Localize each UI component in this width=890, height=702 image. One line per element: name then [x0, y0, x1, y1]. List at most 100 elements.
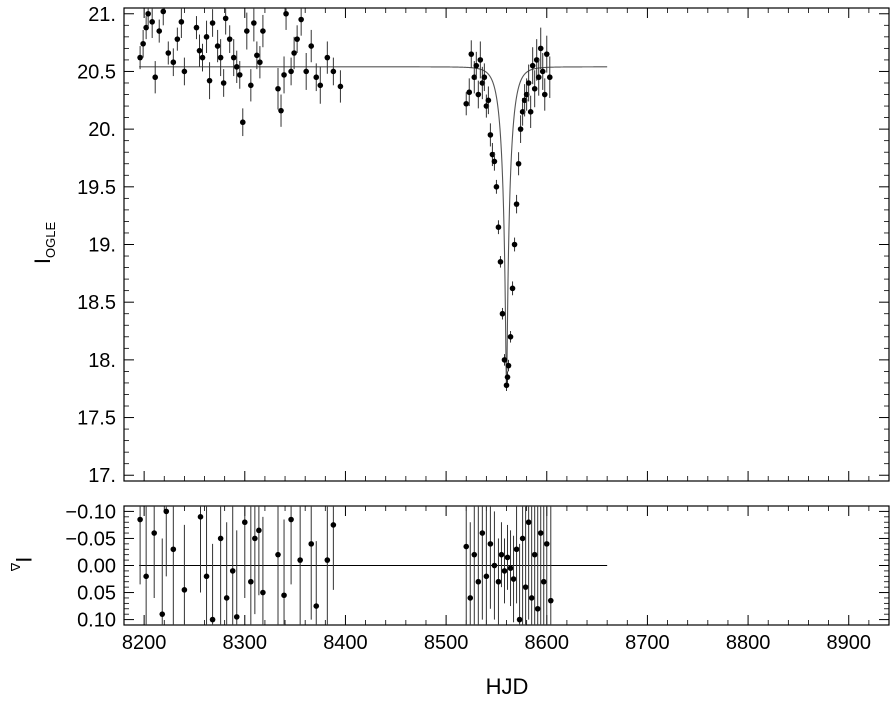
bottom-ylabel-main: I: [11, 557, 36, 563]
top-data-point: [511, 241, 518, 248]
top-data-point: [463, 100, 470, 107]
top-data-point: [220, 80, 227, 86]
top-ylabel-sub: OGLE: [43, 222, 58, 258]
top-ytick-label: 18.: [88, 350, 116, 372]
top-plot-frame: [123, 7, 890, 482]
bottom-ytick-label: 0.05: [77, 583, 116, 605]
bottom-data-point: [467, 595, 474, 601]
top-data-point: [481, 74, 488, 81]
top-data-point: [244, 28, 250, 34]
bottom-data-point: [275, 551, 281, 558]
residuals-panel: 0.10 0.05 0.00 −0.05 −0.10 8200 8300 8400 8500 86…: [65, 501, 890, 654]
bottom-data-point: [241, 519, 248, 526]
top-data-point: [288, 68, 294, 75]
top-data-point: [257, 59, 263, 66]
top-data-point: [473, 62, 480, 69]
top-data-point: [313, 74, 320, 81]
top-data-point: [535, 74, 542, 81]
top-data-point: [477, 57, 484, 63]
top-data-point: [209, 20, 216, 26]
top-data-point: [214, 43, 221, 49]
top-plot-area: [137, 8, 608, 392]
top-ytick-label: 17.5: [77, 408, 116, 430]
top-data-point: [165, 50, 172, 56]
top-data-point: [181, 68, 188, 75]
top-data-point: [466, 89, 473, 96]
bottom-data-point: [491, 562, 498, 569]
top-data-point: [203, 34, 210, 40]
xtick-label: 8400: [323, 632, 368, 654]
bottom-data-point: [313, 603, 320, 609]
top-data-point: [248, 82, 254, 89]
top-data-point: [509, 285, 516, 292]
top-data-point: [303, 68, 309, 75]
top-ytick-label: 20.: [88, 119, 116, 141]
bottom-data-point: [256, 527, 262, 534]
bottom-data-point: [471, 551, 478, 558]
top-data-point: [330, 68, 337, 75]
bottom-ylabel: IΔ: [8, 557, 36, 572]
top-data-point: [149, 19, 155, 25]
top-data-point: [468, 51, 475, 57]
bottom-ytick-label: −0.05: [65, 528, 116, 550]
bottom-data-point: [495, 578, 502, 585]
bottom-data-point: [522, 584, 529, 590]
top-data-point: [493, 184, 500, 190]
bottom-data-point: [501, 568, 508, 574]
top-data-point: [491, 158, 498, 165]
top-data-point: [170, 59, 177, 66]
bottom-data-point: [137, 516, 143, 523]
bottom-data-point: [143, 573, 149, 580]
model-curve: [139, 66, 608, 389]
top-data-point: [501, 357, 508, 363]
bottom-data-point: [504, 554, 511, 561]
top-ytick-label: 19.: [88, 235, 116, 257]
top-data-point: [513, 201, 520, 207]
bottom-plot-area: [137, 506, 608, 625]
top-data-point: [324, 54, 331, 61]
bottom-data-point: [297, 557, 303, 563]
top-data-point: [497, 259, 504, 265]
bottom-data-point: [248, 578, 254, 585]
magnitude-panel: 17. 17.5 18. 18.5 19. 19.5 20. 20.5 21.: [77, 4, 890, 487]
bottom-data-point: [513, 546, 520, 553]
top-data-point: [178, 19, 185, 25]
bottom-data-point: [516, 616, 523, 623]
bottom-data-point: [229, 568, 236, 574]
top-data-point: [174, 36, 181, 42]
bottom-data-point: [163, 508, 170, 515]
bottom-data-point: [281, 592, 287, 599]
top-data-point: [156, 28, 163, 34]
bottom-data-point: [217, 535, 224, 542]
top-data-point: [199, 54, 206, 61]
top-data-point: [251, 20, 257, 26]
top-ytick-label: 18.5: [77, 292, 116, 314]
bottom-data-point: [233, 614, 240, 620]
top-data-point: [160, 8, 167, 15]
top-data-point: [503, 382, 510, 389]
top-data-point: [489, 151, 496, 158]
bottom-data-point: [181, 587, 188, 593]
top-data-point: [531, 85, 538, 92]
top-data-point: [543, 51, 550, 57]
bottom-data-point: [308, 541, 315, 547]
top-data-point: [521, 97, 528, 104]
top-data-point: [308, 43, 315, 49]
top-data-point: [260, 28, 266, 34]
top-data-point: [193, 24, 200, 31]
bottom-data-point: [475, 578, 482, 585]
top-data-point: [471, 74, 478, 81]
top-data-point: [337, 83, 344, 90]
top-data-point: [539, 68, 546, 75]
top-data-point: [483, 103, 490, 109]
top-ylabel-main: I: [30, 258, 55, 264]
top-data-point: [233, 64, 240, 70]
top-data-point: [226, 36, 233, 42]
bottom-ylabel-sub: Δ: [8, 563, 23, 572]
top-data-point: [485, 97, 492, 104]
bottom-data-point: [209, 616, 216, 623]
top-ytick-label: 17.: [88, 465, 116, 487]
top-data-point: [291, 50, 297, 56]
bottom-ytick-label: −0.10: [65, 501, 116, 523]
top-ytick-label: 19.5: [77, 177, 116, 199]
